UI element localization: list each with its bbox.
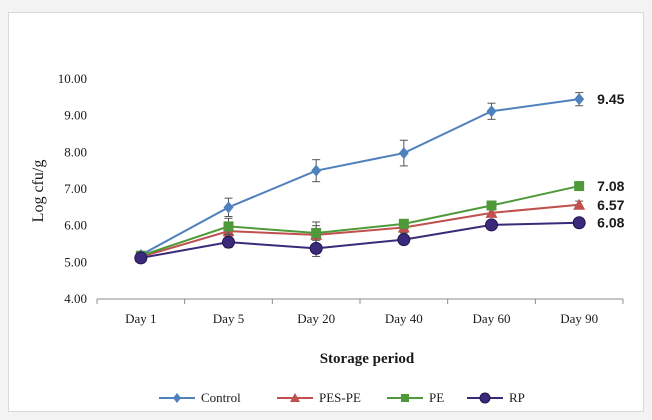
y-tick-label: 10.00 [58,71,87,86]
legend-label: PE [429,390,444,405]
data-point [486,105,497,118]
end-labels: 9.45 6.57 7.08 6.08 [597,91,624,231]
end-label: 6.57 [597,197,624,213]
legend-label: RP [509,390,525,405]
legend: Control PES-PE PE RP [159,390,525,405]
series-line [140,98,580,256]
data-point [486,200,497,211]
data-point [485,218,498,232]
legend-item: Control [159,390,241,405]
line-chart: 4.00 5.00 6.00 7.00 8.00 9.00 10.00 Day 1 Day 5… [30,71,625,405]
x-tick-label: Day 5 [213,311,244,326]
series-pe [135,181,585,261]
data-point [573,198,586,210]
data-point [398,218,409,229]
end-label: 9.45 [597,91,624,107]
y-tick-label: 4.00 [64,291,87,306]
data-point [574,93,585,106]
data-point [398,147,409,160]
series-line [140,203,580,258]
axes [96,298,624,304]
legend-item: PE [387,390,444,405]
data-point [397,233,411,247]
data-point [572,216,586,230]
legend-marker [290,393,300,402]
y-tick-label: 9.00 [64,108,87,123]
data-point [485,206,498,218]
data-point [311,228,322,238]
y-tick-labels: 4.00 5.00 6.00 7.00 8.00 9.00 10.00 [58,71,87,306]
y-axis-title: Log cfu/g [30,160,47,223]
data-point [309,241,323,255]
x-tick-labels: Day 1 Day 5 Day 20 Day 40 Day 60 Day 90 [125,311,598,326]
data-point [134,251,148,265]
end-label: 7.08 [597,178,624,194]
data-point [223,201,234,214]
series-rp [134,216,586,265]
end-label: 6.08 [597,215,624,231]
legend-item: PES-PE [277,390,361,405]
x-axis-title: Storage period [320,351,415,367]
y-tick-label: 6.00 [64,218,87,233]
legend-marker [401,394,409,402]
x-tick-label: Day 20 [297,311,335,326]
series-line [140,185,580,257]
legend-item: RP [467,390,525,405]
legend-label: PES-PE [319,390,361,405]
x-tick-label: Day 1 [125,311,156,326]
data-point [311,164,322,177]
series-pes-pe [134,198,586,262]
plot-series [134,92,586,265]
chart-frame: 4.00 5.00 6.00 7.00 8.00 9.00 10.00 Day 1 Day 5… [8,12,644,412]
data-point [222,235,235,249]
y-tick-label: 5.00 [64,254,87,269]
legend-marker [173,393,181,403]
series-line [140,221,580,259]
legend-marker [479,392,491,404]
y-tick-label: 7.00 [64,181,87,196]
x-tick-label: Day 60 [473,311,511,326]
y-tick-label: 8.00 [64,144,87,159]
legend-label: Control [201,390,241,405]
x-tick-label: Day 40 [385,311,423,326]
x-tick-label: Day 90 [560,311,598,326]
data-point [574,181,585,192]
data-point [223,221,234,232]
